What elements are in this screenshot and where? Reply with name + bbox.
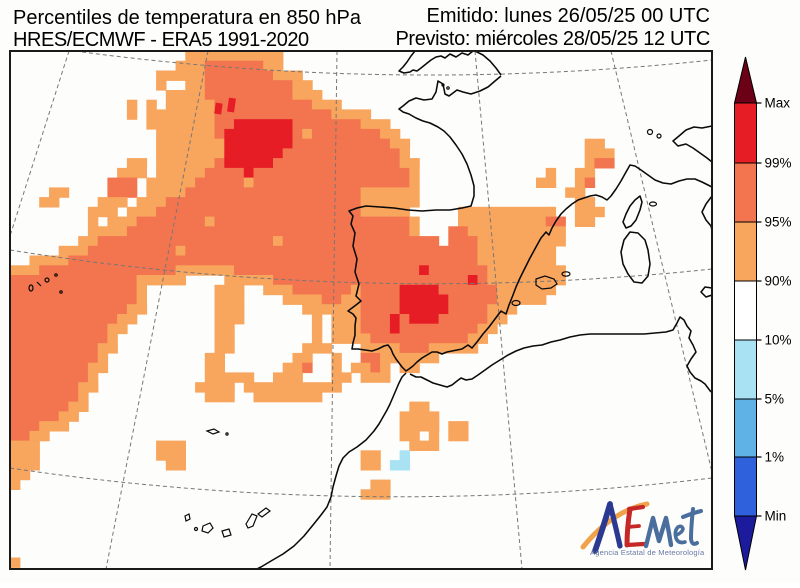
svg-text:Previsto: miércoles 28/05/25 1: Previsto: miércoles 28/05/25 12 UTC [395,28,710,50]
svg-text:Percentiles de temperatura en: Percentiles de temperatura en 850 hPa [13,7,362,29]
svg-text:Agencia Estatal de Meteorologí: Agencia Estatal de Meteorología [590,548,705,557]
svg-text:95%: 95% [765,215,792,230]
svg-text:Max: Max [765,96,791,111]
svg-text:HRES/ECMWF - ERA5 1991-2020: HRES/ECMWF - ERA5 1991-2020 [13,29,309,51]
svg-text:10%: 10% [765,333,792,348]
svg-text:Emitido: lunes 26/05/25 00 UTC: Emitido: lunes 26/05/25 00 UTC [427,5,711,27]
svg-text:1%: 1% [765,450,785,465]
svg-text:Min: Min [765,509,787,524]
svg-text:99%: 99% [765,156,792,171]
svg-text:90%: 90% [765,274,792,289]
svg-text:5%: 5% [765,392,785,407]
